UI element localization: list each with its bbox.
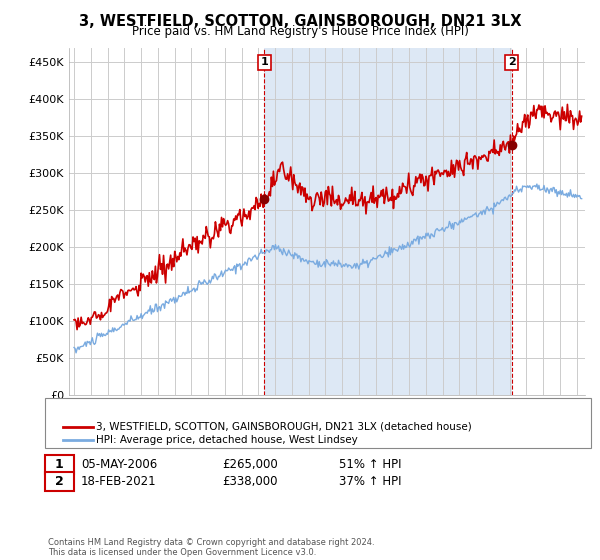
Text: 2: 2 <box>55 474 64 488</box>
Text: 05-MAY-2006: 05-MAY-2006 <box>81 458 157 471</box>
Text: £265,000: £265,000 <box>222 458 278 471</box>
Text: 1: 1 <box>260 57 268 67</box>
Text: 51% ↑ HPI: 51% ↑ HPI <box>339 458 401 471</box>
Text: Price paid vs. HM Land Registry's House Price Index (HPI): Price paid vs. HM Land Registry's House … <box>131 25 469 38</box>
Text: HPI: Average price, detached house, West Lindsey: HPI: Average price, detached house, West… <box>96 435 358 445</box>
Text: 18-FEB-2021: 18-FEB-2021 <box>81 474 157 488</box>
Text: £338,000: £338,000 <box>222 474 277 488</box>
Text: Contains HM Land Registry data © Crown copyright and database right 2024.
This d: Contains HM Land Registry data © Crown c… <box>48 538 374 557</box>
Text: 3, WESTFIELD, SCOTTON, GAINSBOROUGH, DN21 3LX: 3, WESTFIELD, SCOTTON, GAINSBOROUGH, DN2… <box>79 14 521 29</box>
Text: 1: 1 <box>55 458 64 471</box>
Text: 2: 2 <box>508 57 515 67</box>
Bar <box>264 48 512 395</box>
Text: 3, WESTFIELD, SCOTTON, GAINSBOROUGH, DN21 3LX (detached house): 3, WESTFIELD, SCOTTON, GAINSBOROUGH, DN2… <box>96 422 472 432</box>
Text: 37% ↑ HPI: 37% ↑ HPI <box>339 474 401 488</box>
